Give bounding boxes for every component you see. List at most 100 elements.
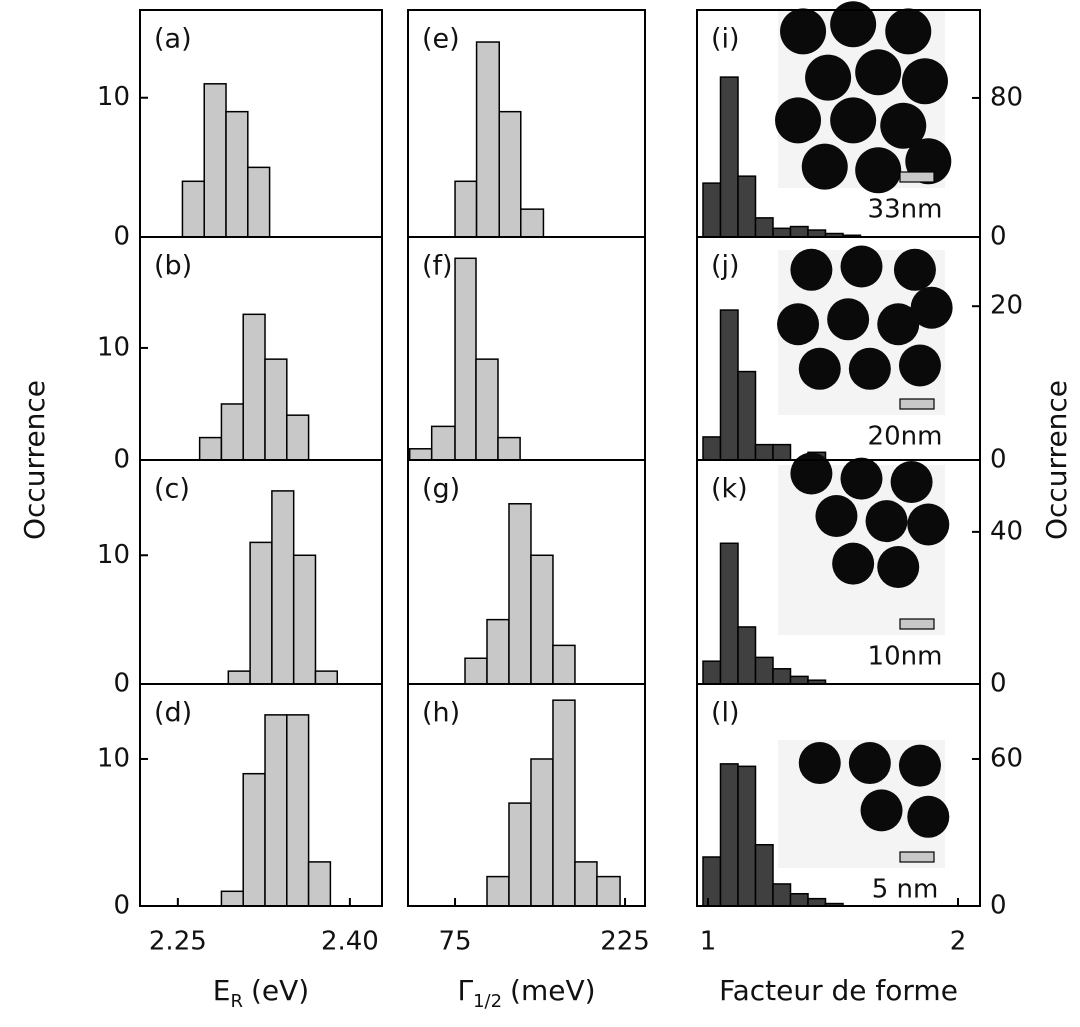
y-axis-title-right: Occurrence <box>1040 380 1073 540</box>
nanoparticle <box>830 1 877 48</box>
bar <box>286 714 310 907</box>
nanoparticle <box>790 452 833 495</box>
bar <box>737 175 757 238</box>
nanoparticle <box>865 500 908 543</box>
bar <box>520 208 545 238</box>
nanoparticle <box>840 245 883 288</box>
bar <box>508 802 532 907</box>
y-tick-label: 0 <box>990 669 1007 699</box>
x-axis-title-unit: (meV) <box>510 974 596 1007</box>
nanoparticle <box>798 742 841 785</box>
nanoparticle <box>805 54 852 101</box>
scale-bar <box>899 171 935 183</box>
nanoparticle <box>907 795 950 838</box>
nanoparticle <box>840 457 883 500</box>
bar <box>702 182 722 238</box>
bar <box>220 890 244 907</box>
panel-label: (f) <box>422 251 453 282</box>
panel-label: (c) <box>154 474 190 505</box>
bar <box>242 313 266 461</box>
bar <box>754 656 774 685</box>
plot-frame <box>407 683 646 907</box>
bar <box>702 856 722 907</box>
panel-label: (g) <box>422 474 460 505</box>
scale-bar <box>899 851 935 863</box>
bar <box>702 436 722 461</box>
scale-bar <box>899 618 935 630</box>
nanoparticle <box>877 546 920 588</box>
scale-label: 10nm <box>868 642 943 672</box>
nanoparticle <box>777 303 820 346</box>
y-tick-label: 0 <box>990 891 1007 921</box>
panel-label: (l) <box>711 698 740 729</box>
bar <box>772 443 792 461</box>
bar <box>789 892 809 907</box>
nanoparticle <box>898 744 941 787</box>
panel-label: (i) <box>711 24 740 55</box>
bar <box>789 675 809 685</box>
nanoparticle <box>775 97 822 144</box>
nanoparticle <box>815 495 858 537</box>
nanoparticle <box>827 298 870 341</box>
bar <box>292 554 317 685</box>
bar <box>486 875 510 907</box>
y-tick-label: 0 <box>113 445 130 475</box>
bar <box>498 110 522 238</box>
y-tick-label: 60 <box>990 743 1023 773</box>
nanoparticle <box>860 789 903 832</box>
x-axis-title: Γ1/2 (meV) <box>457 974 595 1012</box>
scale-bar <box>899 398 935 410</box>
nanoparticle <box>877 303 920 346</box>
bar <box>486 618 510 685</box>
bar <box>475 358 499 461</box>
bar <box>249 541 273 685</box>
y-tick-label: 10 <box>97 332 130 362</box>
scale-label: 33nm <box>868 195 943 225</box>
panel-label: (d) <box>154 698 192 729</box>
bar <box>454 257 477 461</box>
y-tick-label: 0 <box>990 222 1007 252</box>
nanoparticle <box>893 248 936 291</box>
bar <box>464 657 488 685</box>
bar <box>264 714 288 907</box>
nanoparticle <box>790 248 833 291</box>
panel-label: (b) <box>154 251 192 282</box>
scale-label: 5 nm <box>872 875 939 905</box>
nanoparticle <box>848 347 891 390</box>
nanoparticle <box>801 143 848 190</box>
x-tick-label: 75 <box>438 927 471 957</box>
bar <box>227 670 251 685</box>
bar <box>286 414 310 461</box>
bar <box>552 644 576 685</box>
bar <box>737 626 757 685</box>
nanoparticle <box>780 8 827 55</box>
x-tick-label: 1 <box>700 927 717 957</box>
bar <box>497 436 521 461</box>
bar <box>754 843 774 907</box>
nanoparticle <box>832 542 875 585</box>
x-tick-label: 2.40 <box>321 927 379 957</box>
bar <box>307 861 332 907</box>
y-axis-title-left: Occurrence <box>18 380 51 540</box>
nanoparticle <box>907 503 950 546</box>
y-tick-label: 0 <box>990 445 1007 475</box>
nanoparticle <box>798 347 841 390</box>
y-tick-label: 0 <box>113 669 130 699</box>
bar <box>552 699 576 907</box>
bar <box>242 772 266 907</box>
bar <box>737 765 757 907</box>
x-axis-title-sub: 1/2 <box>473 991 502 1012</box>
panel-label: (a) <box>154 24 192 55</box>
x-tick-label: 2.25 <box>149 927 207 957</box>
bar <box>271 490 295 685</box>
x-axis-title-sub: R <box>230 991 243 1012</box>
bar <box>702 660 722 685</box>
x-axis-title-unit: (eV) <box>251 974 309 1007</box>
bar <box>719 763 739 907</box>
bar <box>314 670 339 685</box>
bar <box>225 110 249 238</box>
bar <box>754 443 774 461</box>
x-axis-title-main: Facteur de forme <box>719 974 958 1007</box>
plot-frame <box>696 683 981 907</box>
